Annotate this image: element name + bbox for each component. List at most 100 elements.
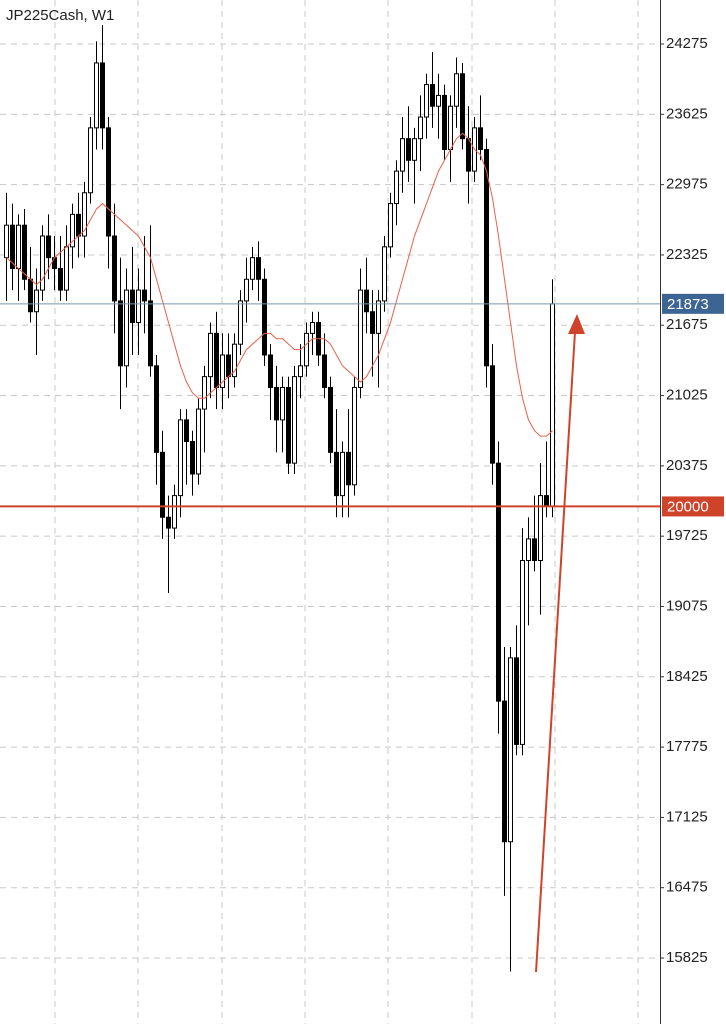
candle-body xyxy=(382,246,387,302)
plot xyxy=(0,25,660,972)
candle-body xyxy=(130,289,135,324)
candle-body xyxy=(232,343,237,378)
price-label: 21873 xyxy=(667,296,709,313)
candle-body xyxy=(166,516,171,529)
candle-body xyxy=(190,441,195,475)
candle-body xyxy=(118,300,123,367)
candle-body xyxy=(532,538,537,562)
candle-body xyxy=(352,386,357,486)
candle-body xyxy=(424,84,429,118)
candle-body xyxy=(88,127,93,194)
candle-body xyxy=(40,235,45,291)
candle-body xyxy=(22,224,27,280)
candle-body xyxy=(388,203,393,248)
candle-body xyxy=(28,278,33,313)
y-tick-label: 16475 xyxy=(666,879,708,896)
candle-body xyxy=(334,451,339,497)
y-tick-label: 17125 xyxy=(666,808,708,825)
candle-body xyxy=(448,105,453,150)
candle-body xyxy=(202,376,207,410)
candle-body xyxy=(100,62,105,129)
axis-labels: 24275 23625 22975 22325 21675 21025 20375 19725… xyxy=(660,35,724,966)
candle-body xyxy=(196,408,201,475)
candle-body xyxy=(286,386,291,464)
candle-body xyxy=(502,700,507,843)
candle-body xyxy=(178,419,183,497)
candle-body xyxy=(214,332,219,388)
y-tick-label: 15825 xyxy=(666,949,708,966)
candle-body xyxy=(478,127,483,150)
candle-body xyxy=(292,376,297,464)
candle-body xyxy=(526,538,531,562)
price-label: 20000 xyxy=(667,498,709,515)
candle-body xyxy=(328,386,333,453)
y-tick-label: 22325 xyxy=(666,246,708,263)
candle-body xyxy=(418,116,423,140)
y-tick-label: 22975 xyxy=(666,176,708,193)
price-label-box xyxy=(662,496,724,517)
arrow-shaft xyxy=(535,331,576,973)
candle-body xyxy=(124,289,129,367)
candle-body xyxy=(304,332,309,367)
candle-body xyxy=(370,311,375,334)
y-tick-label: 24275 xyxy=(666,35,708,52)
candle-body xyxy=(226,354,231,378)
candle-body xyxy=(454,73,459,107)
candle-body xyxy=(220,354,225,388)
y-tick-label: 21025 xyxy=(666,387,708,404)
candle-body xyxy=(550,303,555,507)
candle-body xyxy=(208,332,213,378)
candle-body xyxy=(340,451,345,497)
candle-body xyxy=(106,127,111,237)
candle-body xyxy=(406,138,411,161)
candle-body xyxy=(4,224,9,259)
candle-body xyxy=(280,386,285,421)
candle-body xyxy=(160,451,165,518)
y-tick-label: 17775 xyxy=(666,738,708,755)
candle-body xyxy=(490,365,495,464)
candle-body xyxy=(412,138,417,161)
candle-body xyxy=(70,213,75,248)
y-tick-label: 20375 xyxy=(666,457,708,474)
moving-average xyxy=(6,132,553,437)
candle-body xyxy=(436,94,441,107)
candle-body xyxy=(400,138,405,172)
candle-body xyxy=(298,365,303,378)
candle-body xyxy=(34,289,39,313)
candle-body xyxy=(238,300,243,345)
candle-body xyxy=(442,94,447,150)
candle-body xyxy=(172,495,177,529)
candle-body xyxy=(364,289,369,313)
candle-body xyxy=(430,84,435,107)
candle-body xyxy=(64,246,69,291)
y-tick-label: 19075 xyxy=(666,597,708,614)
y-tick-label: 21675 xyxy=(666,316,708,333)
candle-body xyxy=(94,62,99,129)
candle-body xyxy=(358,289,363,388)
candle-body xyxy=(76,213,81,237)
candle-body xyxy=(154,365,159,453)
y-tick-label: 23625 xyxy=(666,105,708,122)
candle-body xyxy=(544,495,549,507)
candle-body xyxy=(466,138,471,172)
candle-body xyxy=(82,192,87,237)
candle-body xyxy=(514,657,519,745)
candle-body xyxy=(58,267,63,291)
candle-body xyxy=(10,224,15,269)
candle-body xyxy=(346,451,351,486)
candle-body xyxy=(244,278,249,302)
candle-body xyxy=(112,235,117,302)
candle-body xyxy=(16,224,21,269)
candle-body xyxy=(460,73,465,140)
candle-body xyxy=(274,386,279,421)
candle-body xyxy=(46,235,51,259)
candle-body xyxy=(508,657,513,843)
candle-body xyxy=(310,322,315,334)
candle-body xyxy=(184,419,189,443)
candle-body xyxy=(496,462,501,702)
candle-body xyxy=(322,354,327,388)
candle-body xyxy=(394,170,399,205)
candle-body xyxy=(256,257,261,280)
candle-body xyxy=(268,354,273,388)
